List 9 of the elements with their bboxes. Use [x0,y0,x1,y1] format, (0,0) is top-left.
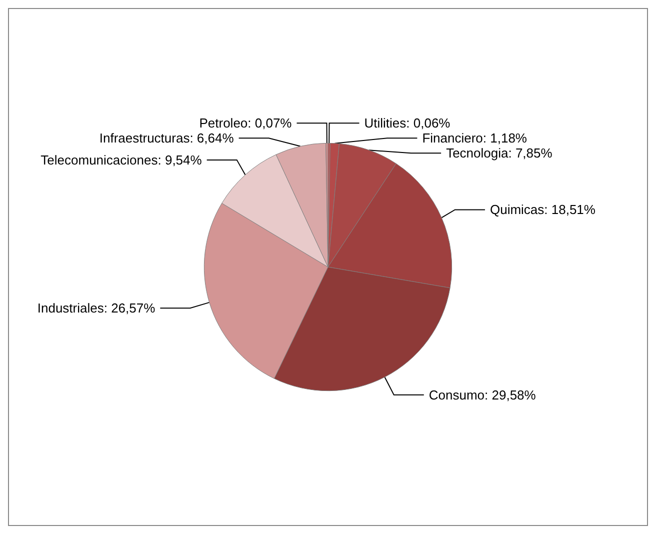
slice-label: Consumo: 29,58% [428,387,536,402]
slice-label: Telecomunicaciones: 9,54% [40,152,202,168]
slice-label: Tecnologia: 7,85% [446,146,553,161]
slice-label: Utilities: 0,06% [364,116,451,131]
slice-label: Petroleo: 0,07% [199,116,292,131]
slice-label: Industriales: 26,57% [37,300,156,316]
slice-label: Financiero: 1,18% [422,130,528,146]
slice-label: Infraestructuras: 6,64% [99,130,234,146]
slice-label: Quimicas: 18,51% [490,202,596,218]
